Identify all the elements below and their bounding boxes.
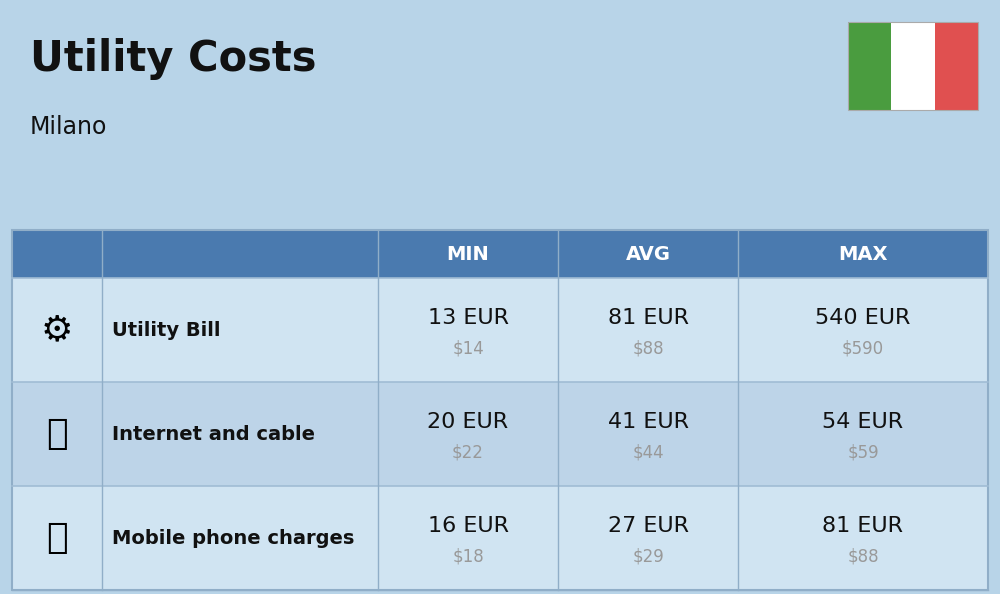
- Text: 16 EUR: 16 EUR: [428, 516, 509, 536]
- Bar: [12, 278, 988, 382]
- Text: Internet and cable: Internet and cable: [112, 425, 315, 444]
- Text: 20 EUR: 20 EUR: [427, 412, 509, 432]
- Text: 81 EUR: 81 EUR: [822, 516, 904, 536]
- Bar: [12, 230, 988, 590]
- Bar: [12, 382, 988, 486]
- Text: 27 EUR: 27 EUR: [608, 516, 688, 536]
- Text: $88: $88: [847, 547, 879, 565]
- Text: $590: $590: [842, 339, 884, 357]
- Text: $14: $14: [452, 339, 484, 357]
- Bar: [12, 230, 988, 278]
- Text: 81 EUR: 81 EUR: [608, 308, 688, 328]
- Bar: [935, 22, 978, 110]
- Text: 540 EUR: 540 EUR: [815, 308, 911, 328]
- Text: ⚙: ⚙: [41, 313, 73, 347]
- Text: Utility Costs: Utility Costs: [30, 38, 316, 80]
- Bar: [891, 22, 935, 110]
- Text: $18: $18: [452, 547, 484, 565]
- Text: $22: $22: [452, 443, 484, 461]
- Text: $59: $59: [847, 443, 879, 461]
- Text: AVG: AVG: [626, 245, 670, 264]
- Text: 41 EUR: 41 EUR: [608, 412, 688, 432]
- Text: 📱: 📱: [46, 521, 68, 555]
- Text: 13 EUR: 13 EUR: [428, 308, 509, 328]
- Bar: [848, 22, 978, 110]
- Bar: [12, 486, 988, 590]
- Text: $29: $29: [632, 547, 664, 565]
- Bar: [848, 22, 891, 110]
- Text: Utility Bill: Utility Bill: [112, 321, 220, 340]
- Text: Mobile phone charges: Mobile phone charges: [112, 529, 354, 548]
- Text: $44: $44: [632, 443, 664, 461]
- Text: MAX: MAX: [838, 245, 888, 264]
- Text: $88: $88: [632, 339, 664, 357]
- Text: 54 EUR: 54 EUR: [822, 412, 904, 432]
- Text: Milano: Milano: [30, 115, 107, 139]
- Text: 📶: 📶: [46, 417, 68, 451]
- Text: MIN: MIN: [447, 245, 489, 264]
